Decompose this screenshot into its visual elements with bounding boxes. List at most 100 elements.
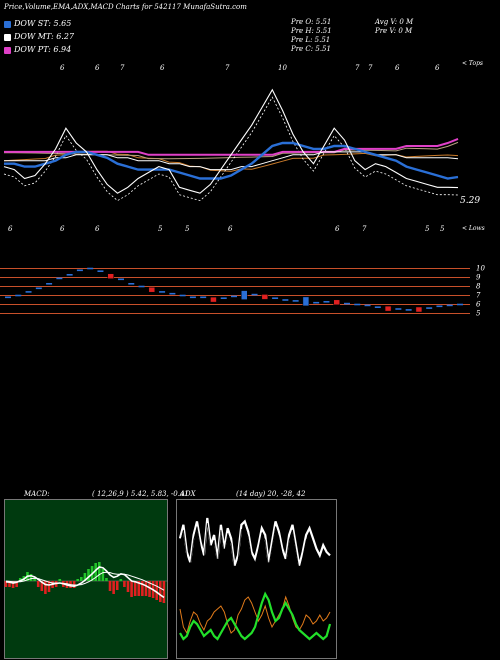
legend-dow-mt: DOW MT: 6.27 (4, 31, 74, 43)
top-mark: 6 (95, 64, 100, 72)
macd-label: MACD: (24, 490, 50, 498)
level-tick-label: 10 (476, 265, 485, 273)
tops-label: < Tops (462, 60, 483, 67)
macd-hist-bar (87, 569, 90, 581)
chart-title: Price,Volume,EMA,ADX,MACD Charts for 542… (4, 3, 247, 11)
ema-band-tan (4, 141, 459, 160)
avg-volume: Avg V: 0 M (375, 18, 414, 26)
macd-hist-bar (155, 581, 159, 600)
macd-hist-bar (11, 581, 15, 588)
macd-hist-bar (18, 578, 22, 581)
legend-swatch-st (4, 20, 11, 28)
legend-swatch-pt (4, 46, 11, 54)
macd-hist-bar (144, 581, 148, 596)
macd-hist-bar (133, 581, 137, 596)
adx-frame (176, 499, 337, 659)
macd-hist-bar (47, 581, 51, 592)
prev-volume: Pre V: 0 M (375, 27, 413, 35)
top-mark: 7 (225, 64, 230, 72)
prev-high: Pre H: 5.51 (291, 27, 332, 35)
macd-hist-bar (141, 581, 144, 596)
legend-dow-pt: DOW PT: 6.94 (4, 44, 71, 56)
low-mark: 6 (95, 225, 100, 233)
adx-line (179, 591, 332, 641)
top-mark: 7 (355, 64, 360, 72)
legend-dow-st: DOW ST: 5.65 (4, 18, 71, 30)
level-tick-label: 6 (476, 301, 481, 309)
macd-chart (4, 499, 168, 659)
macd-hist-bar (33, 578, 36, 581)
low-mark: 6 (60, 225, 65, 233)
macd-hist-bar (83, 573, 87, 581)
level-tick-label: 7 (476, 292, 481, 300)
top-mark: 7 (368, 64, 373, 72)
macd-line (5, 566, 165, 599)
macd-hist-bar (36, 581, 40, 587)
level-tick-label: 5 (476, 310, 481, 318)
low-mark: 5 (158, 225, 163, 233)
macd-hist-bar (15, 581, 18, 587)
prev-close: Pre C: 5.51 (291, 45, 331, 53)
macd-hist-bar (115, 581, 119, 590)
top-mark: 6 (160, 64, 165, 72)
low-mark: 5 (425, 225, 430, 233)
macd-hist-bar (148, 581, 151, 597)
adx-minus-di-line (179, 595, 331, 635)
legend-label-pt: DOW PT: 6.94 (14, 45, 72, 54)
red-candle (210, 296, 217, 303)
macd-hist-bar (58, 579, 62, 581)
macd-hist-bar (97, 562, 101, 581)
red-candle (261, 294, 269, 300)
macd-hist-bar (76, 579, 80, 581)
macd-hist-bar (137, 581, 141, 596)
macd-hist-bar (126, 581, 130, 592)
top-mark: 10 (278, 64, 287, 72)
low-mark: 7 (362, 225, 367, 233)
adx-params: (14 day) 20, -28, 42 (236, 490, 306, 498)
low-mark: 5 (185, 225, 190, 233)
prev-open: Pre O: 5.51 (291, 18, 332, 26)
low-envelope-line (3, 96, 459, 202)
top-mark: 6 (395, 64, 400, 72)
macd-signal-line (5, 571, 165, 591)
adx-plus-di-line (178, 517, 331, 566)
adx-chart (176, 499, 337, 659)
macd-hist-bar (159, 581, 162, 602)
prev-low: Pre L: 5.51 (291, 36, 331, 44)
macd-hist-bar (40, 581, 44, 591)
macd-params: ( 12,26,9 ) 5.42, 5.83, -0.41 (92, 490, 189, 498)
red-candle (384, 305, 392, 312)
macd-hist-bar (94, 563, 97, 581)
price-line (3, 88, 459, 194)
top-mark: 6 (435, 64, 440, 72)
macd-hist-bar (29, 574, 33, 581)
macd-hist-bar (123, 581, 126, 587)
dow-mt-line (4, 151, 459, 171)
macd-hist-bar (105, 578, 108, 581)
low-mark: 6 (335, 225, 340, 233)
blue-candle (241, 290, 248, 300)
top-mark: 7 (120, 64, 125, 72)
legend-label-st: DOW ST: 5.65 (14, 19, 72, 28)
red-candle (333, 299, 340, 306)
macd-hist-bar (80, 577, 83, 581)
macd-hist-bar (4, 581, 8, 587)
lows-label: < Lows (462, 225, 485, 232)
low-mark: 6 (228, 225, 233, 233)
macd-hist-bar (8, 581, 11, 587)
red-candle (107, 273, 114, 279)
macd-hist-bar (112, 581, 115, 594)
macd-hist-bar (44, 581, 47, 594)
macd-hist-bar (130, 581, 133, 597)
macd-hist-bar (162, 581, 166, 603)
red-candle (148, 286, 156, 293)
low-mark: 6 (8, 225, 13, 233)
adx-plus-di-inner (179, 523, 331, 571)
last-price-label: 5.29 (460, 196, 480, 206)
red-candle (415, 306, 423, 313)
legend-label-mt: DOW MT: 6.27 (14, 32, 75, 41)
top-mark: 6 (60, 64, 65, 72)
legend-swatch-mt (4, 33, 11, 41)
